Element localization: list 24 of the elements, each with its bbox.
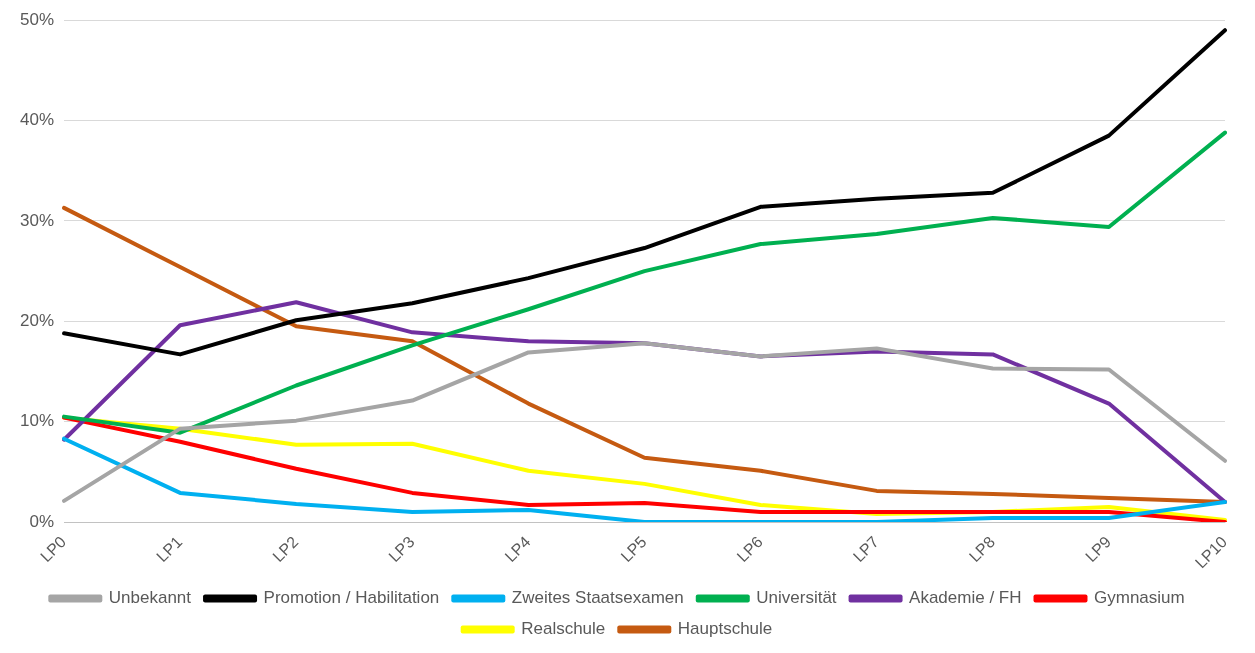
y-tick-label: 50% [19, 9, 55, 29]
legend-label: Akademie / FH [909, 588, 1022, 608]
x-tick-label: LP0 [37, 532, 70, 566]
legend-label: Gymnasium [1093, 588, 1185, 608]
x-tick-label: LP6 [733, 532, 766, 566]
x-tick-label: LP3 [385, 532, 418, 566]
legend-label: Realschule [521, 619, 606, 639]
y-tick-label: 20% [19, 310, 55, 330]
x-tick-label: LP4 [501, 532, 534, 566]
legend-label: Unbekannt [108, 588, 192, 608]
y-tick-label: 30% [19, 210, 55, 230]
y-tick-label: 0% [29, 511, 55, 531]
x-tick-label: LP9 [1081, 532, 1115, 566]
legend-label: Promotion / Habilitation [263, 588, 440, 608]
x-tick-label: LP1 [153, 532, 186, 566]
y-tick-label: 40% [19, 110, 55, 130]
legend-label: Universität [756, 588, 837, 608]
x-tick-label: LP8 [965, 532, 999, 566]
legend-label: Hauptschule [677, 619, 773, 639]
x-tick-label: LP5 [617, 532, 650, 566]
legend-label: Zweites Staatsexamen [511, 588, 684, 608]
x-tick-label: LP7 [849, 532, 883, 566]
y-tick-label: 10% [19, 411, 55, 431]
x-tick-label: LP2 [269, 532, 302, 566]
